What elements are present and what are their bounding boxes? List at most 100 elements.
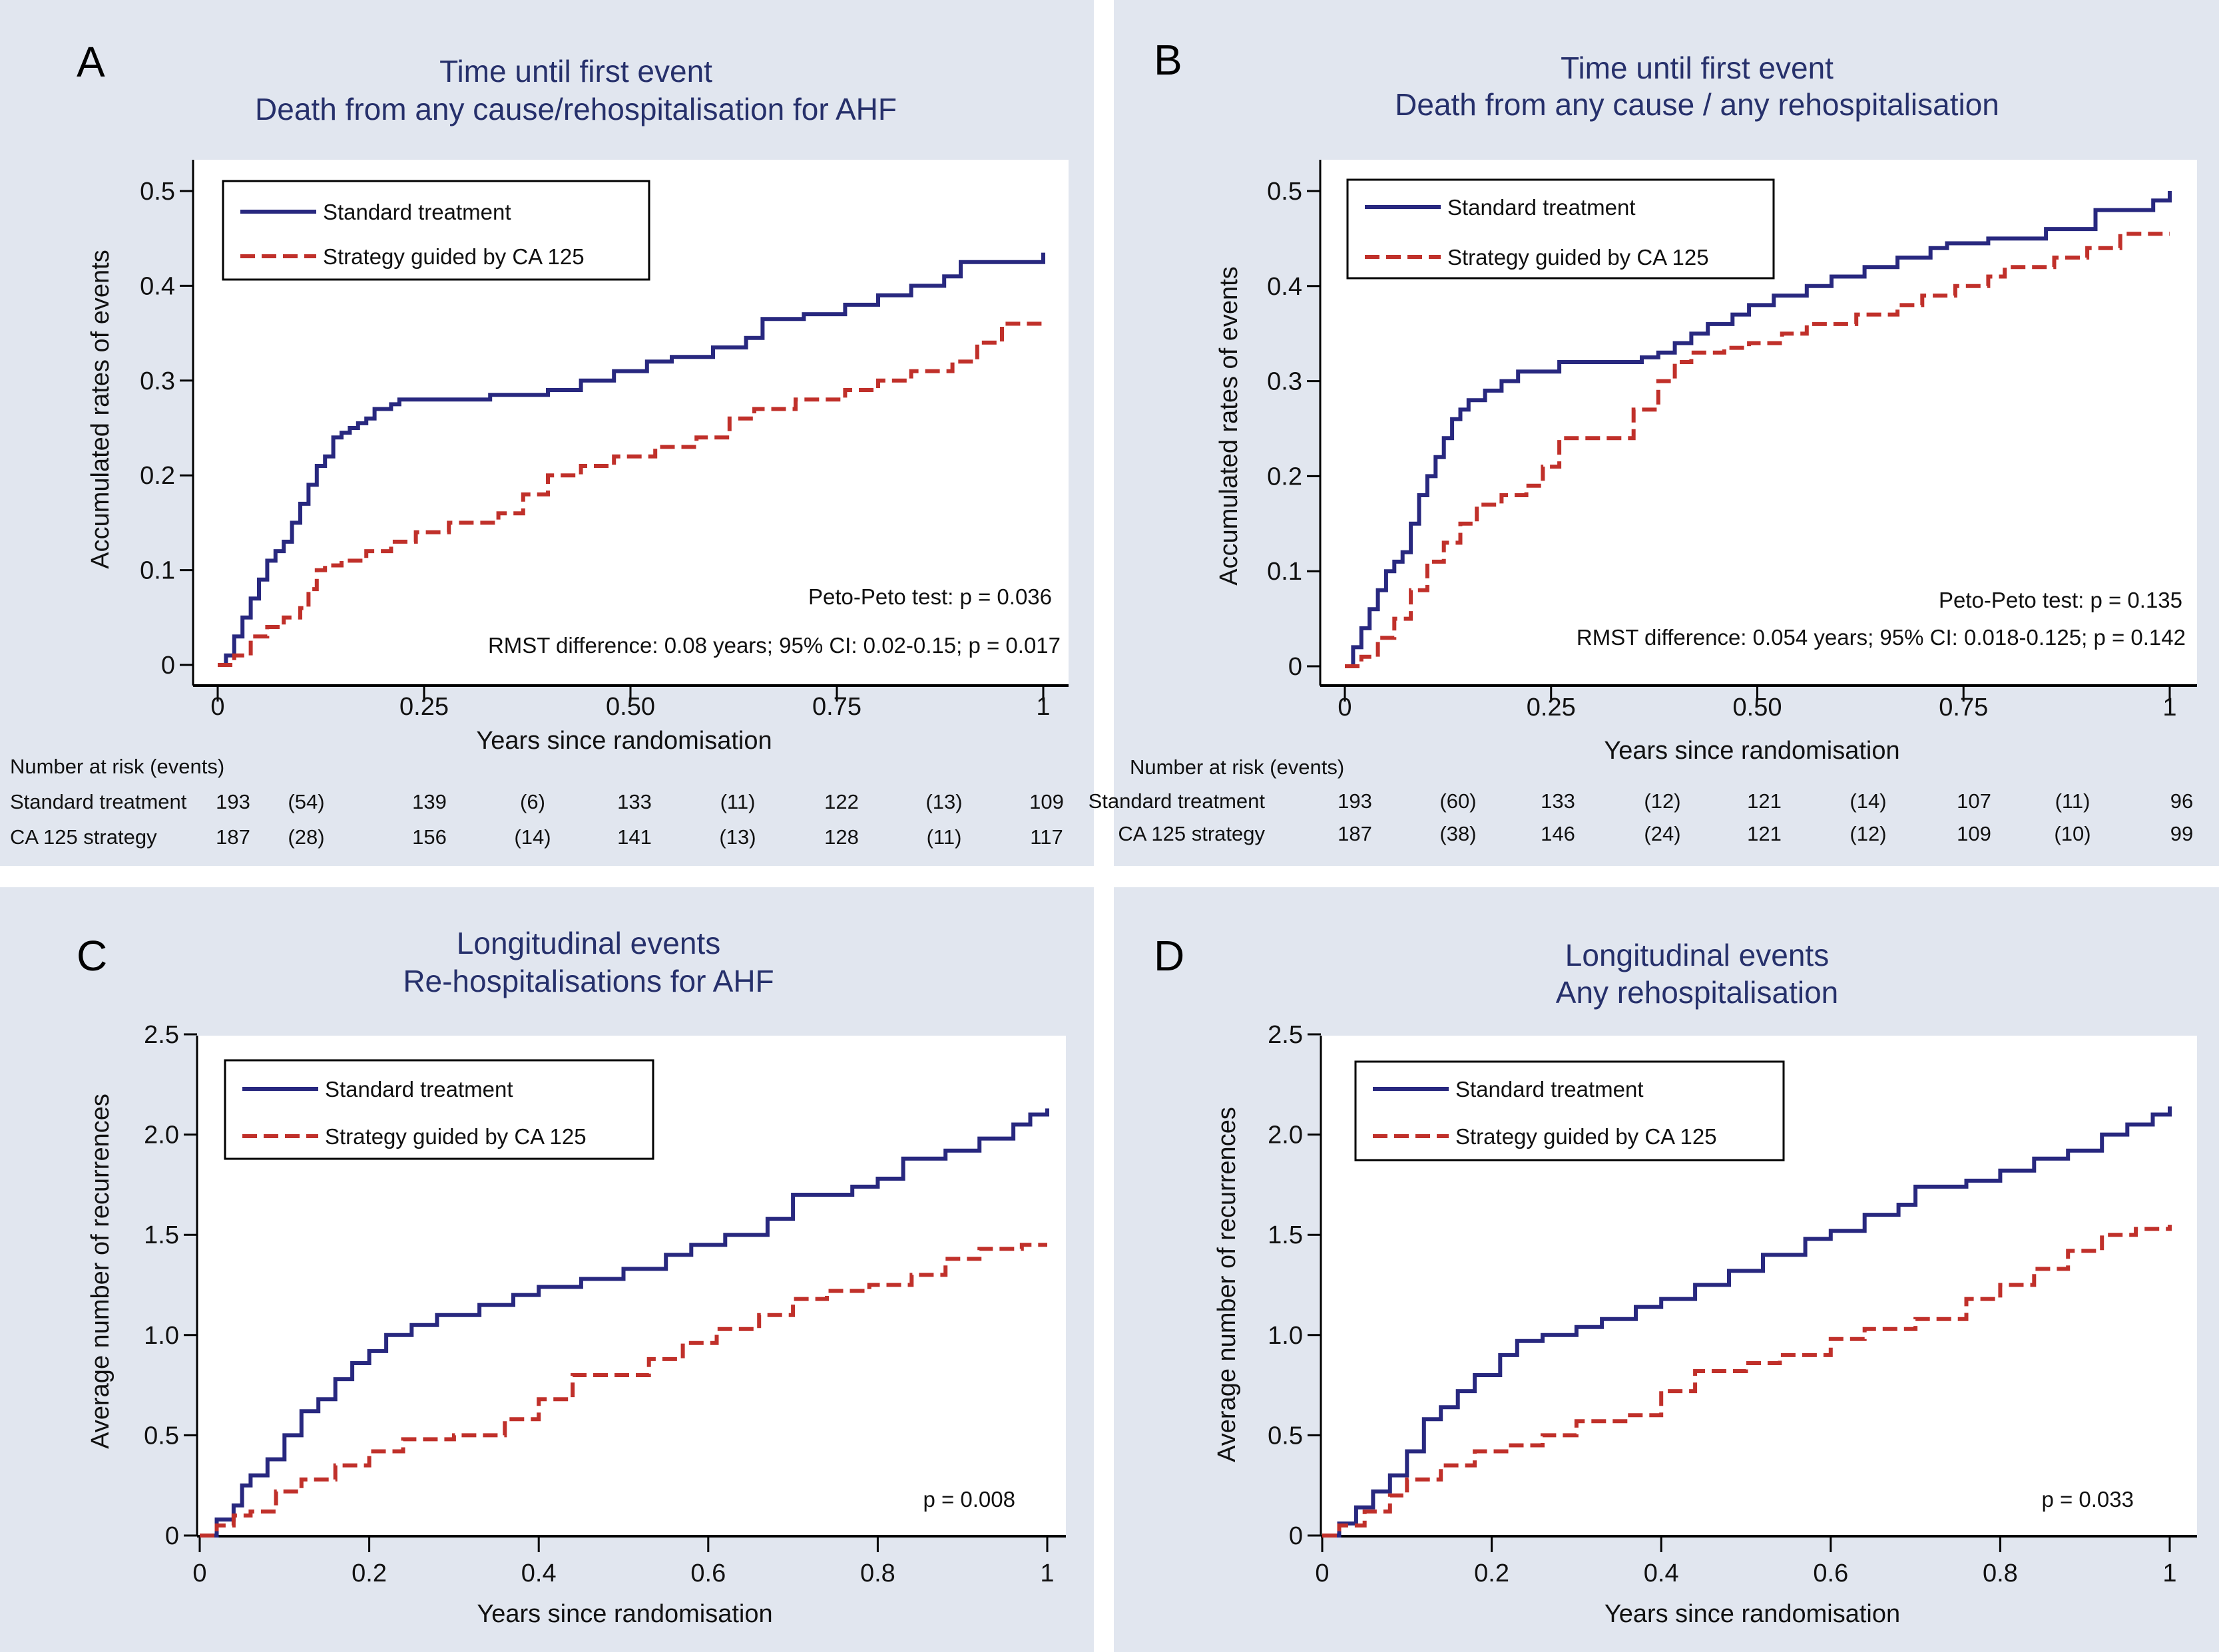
y-axis-label: Accumulated rates of events [1215, 266, 1243, 585]
x-tick-label: 0.75 [812, 693, 862, 721]
risk-cell: 141 [617, 825, 652, 849]
legend-box [1354, 1060, 1785, 1161]
legend: Standard treatment Strategy guided by CA … [222, 180, 650, 281]
y-tick-label: 1.5 [144, 1221, 179, 1249]
risk-cell: 187 [216, 825, 250, 849]
x-tick-label: 0 [210, 693, 224, 721]
risk-cell: (6) [520, 790, 545, 813]
risk-cell: 133 [617, 790, 652, 813]
risk-cell: (11) [927, 825, 962, 849]
risk-cell: 109 [1029, 790, 1064, 813]
y-tick-label: 0.1 [1267, 558, 1302, 586]
x-tick-label: 0.75 [1939, 694, 1988, 722]
risk-cell: 193 [1338, 789, 1372, 813]
x-tick-label: 0 [1315, 1559, 1329, 1587]
y-tick-label: 0.5 [144, 1422, 179, 1450]
series-line-ca125-strategy [1322, 1225, 2172, 1538]
stat-annotation: RMST difference: 0.08 years; 95% CI: 0.0… [488, 633, 1061, 658]
chart-title-line: Death from any cause/rehospitalisation f… [255, 92, 897, 126]
series-line-ca125-strategy [218, 321, 1043, 667]
legend-label-standard: Standard treatment [323, 200, 511, 224]
series-line-standard-treatment [200, 1108, 1049, 1538]
risk-row-label: Standard treatment [1089, 789, 1266, 813]
y-tick-label: 0 [1288, 653, 1302, 681]
y-tick-label: 2.5 [144, 1021, 179, 1049]
number-at-risk-table: Number at risk (events) Standard treatmen… [1089, 755, 2194, 845]
risk-cell: (60) [1439, 789, 1476, 813]
series-line-standard-treatment [218, 252, 1045, 667]
chart-title-line: Any rehospitalisation [1556, 975, 1838, 1010]
risk-cell: (13) [925, 790, 962, 813]
y-tick-label: 2.0 [1268, 1122, 1303, 1149]
x-tick-label: 0.4 [1644, 1559, 1679, 1587]
legend-label-ca125: Strategy guided by CA 125 [1455, 1124, 1717, 1149]
y-tick-label: 0.2 [1267, 463, 1302, 491]
legend-label-standard: Standard treatment [1455, 1077, 1644, 1102]
risk-cell: 121 [1747, 822, 1782, 845]
legend: Standard treatment Strategy guided by CA … [1354, 1060, 1785, 1161]
risk-cell: (28) [288, 825, 324, 849]
y-tick-label: 0.5 [1268, 1422, 1303, 1450]
legend-label-ca125: Strategy guided by CA 125 [323, 244, 585, 269]
risk-cell: (10) [2054, 822, 2091, 845]
y-axis-label: Average number of recurrences [87, 1094, 115, 1449]
risk-cell: 139 [412, 790, 447, 813]
stat-annotation: p = 0.033 [2041, 1487, 2134, 1512]
legend-label-standard: Standard treatment [325, 1077, 513, 1102]
y-tick-label: 1.0 [144, 1322, 179, 1350]
x-axis-label: Years since randomisation [477, 1600, 772, 1628]
y-tick-label: 2.5 [1268, 1021, 1303, 1049]
y-tick-label: 0.2 [140, 462, 175, 490]
y-tick-label: 0.4 [1267, 273, 1302, 301]
risk-cell: 193 [216, 790, 250, 813]
y-tick-label: 0.5 [1267, 178, 1302, 206]
x-tick-label: 0 [1338, 694, 1352, 722]
x-tick-label: 0.8 [860, 1559, 895, 1587]
risk-cell: 146 [1541, 822, 1575, 845]
risk-cell: (14) [1849, 789, 1886, 813]
series-line-standard-treatment [1345, 191, 2172, 668]
x-tick-label: 0.25 [399, 693, 449, 721]
risk-cell: 117 [1030, 825, 1063, 849]
panel-letter: B [1154, 36, 1182, 84]
chart-title-line: Longitudinal events [457, 926, 720, 960]
x-axis-label: Years since randomisation [1604, 1600, 1900, 1628]
chart-title-line: Re-hospitalisations for AHF [403, 964, 774, 998]
risk-cell: 187 [1338, 822, 1372, 845]
series-line-standard-treatment [1322, 1106, 2172, 1538]
y-tick-label: 0 [1289, 1522, 1303, 1550]
x-tick-label: 0.6 [1813, 1559, 1848, 1587]
risk-cell: 122 [824, 790, 859, 813]
risk-table-heading: Number at risk (events) [1130, 755, 1344, 779]
risk-cell: 109 [1957, 822, 1991, 845]
y-tick-label: 0.3 [1267, 368, 1302, 396]
risk-row-label: CA 125 strategy [1118, 822, 1265, 845]
legend: Standard treatment Strategy guided by CA … [1346, 178, 1775, 280]
x-tick-label: 0.6 [690, 1559, 726, 1587]
x-tick-label: 0.25 [1527, 694, 1576, 722]
x-tick-label: 0.50 [606, 693, 655, 721]
risk-cell: 128 [824, 825, 859, 849]
legend-label-ca125: Strategy guided by CA 125 [325, 1124, 587, 1149]
risk-cell: 107 [1957, 789, 1991, 813]
x-tick-label: 1 [1040, 1559, 1054, 1587]
legend-label-standard: Standard treatment [1447, 195, 1636, 220]
risk-cell: (12) [1644, 789, 1680, 813]
risk-cell: 96 [2170, 789, 2193, 813]
risk-cell: (13) [719, 825, 756, 849]
panel-c: C Longitudinal events Re-hospitalisations … [77, 926, 1066, 1628]
legend: Standard treatment Strategy guided by CA … [224, 1059, 654, 1160]
chart-title-line: Time until first event [439, 54, 712, 89]
risk-cell: (12) [1849, 822, 1886, 845]
y-tick-label: 1.5 [1268, 1221, 1303, 1249]
chart-title-line: Death from any cause / any rehospitalisa… [1395, 87, 1999, 122]
y-tick-label: 0.3 [140, 367, 175, 395]
panel-letter: A [77, 38, 105, 86]
x-tick-label: 0 [192, 1559, 206, 1587]
chart-title-line: Longitudinal events [1565, 938, 1829, 972]
y-axis-label: Average number of recurrences [1213, 1107, 1241, 1462]
y-tick-label: 1.0 [1268, 1322, 1303, 1350]
